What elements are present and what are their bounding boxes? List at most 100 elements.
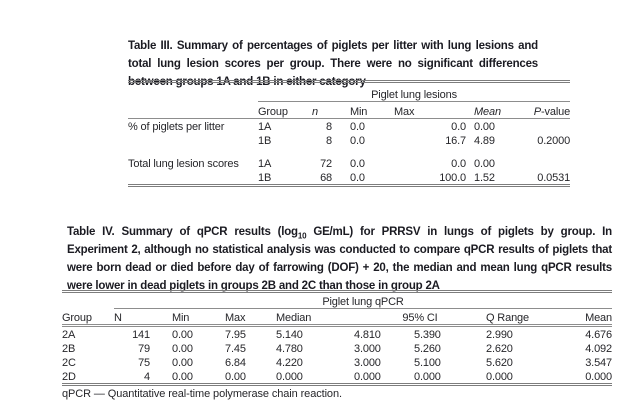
cell-ci-high: 5.100 <box>414 357 441 369</box>
cell-min: 0.00 <box>172 371 193 383</box>
cell-group: 1A <box>258 121 272 133</box>
cell-mean: 1.52 <box>474 172 495 184</box>
cell-n: 68 <box>320 172 332 184</box>
col-header-max: Max <box>212 308 274 327</box>
table3: Piglet lung lesions Group n Min Max Mean… <box>128 80 571 187</box>
cell-max: 7.95 <box>225 329 246 341</box>
cell-q-range: 0.000 <box>486 371 513 383</box>
col-header-group: Group <box>62 308 114 327</box>
cell-min: 0.0 <box>350 121 365 133</box>
cell-p-value <box>522 147 570 170</box>
cell-max: 16.7 <box>445 135 466 147</box>
cell-ci-low: 4.810 <box>354 329 381 341</box>
table4-span-header-row: Piglet lung qPCR <box>62 291 612 309</box>
empty-cell <box>62 292 114 309</box>
cell-p-value <box>522 119 570 134</box>
cell-max: 100.0 <box>439 172 466 184</box>
table-row: 1B 8 0.0 16.7 4.89 0.2000 <box>128 133 570 147</box>
cell-n: 8 <box>326 135 332 147</box>
table3-caption: Table III. Summary of percentages of pig… <box>128 39 538 88</box>
cell-group: 2D <box>62 371 76 383</box>
cell-group: 2B <box>62 343 76 355</box>
table4-column-header-row: Group N Min Max Median 95% CI Q Range Me… <box>62 308 612 327</box>
empty-cell <box>128 101 258 119</box>
table4-caption: Table IV. Summary of qPCR results (log10… <box>67 225 612 292</box>
cell-max: 0.0 <box>451 158 466 170</box>
subscript-10: 10 <box>297 230 307 240</box>
col-header-n: n <box>298 101 332 119</box>
cell-ci-low: 0.000 <box>354 371 381 383</box>
cell-min: 0.0 <box>350 158 365 170</box>
cell-max: 6.84 <box>225 357 246 369</box>
table4-footnote: qPCR — Quantitative real-time polymerase… <box>62 388 342 400</box>
cell-group: 1A <box>258 158 272 170</box>
col-header-group: Group <box>258 101 298 119</box>
cell-q-range: 5.620 <box>486 357 513 369</box>
cell-ci-high: 0.000 <box>414 371 441 383</box>
cell-max: 7.45 <box>225 343 246 355</box>
cell-group: 1B <box>258 135 272 147</box>
col-header-p-value: P-value <box>522 101 571 119</box>
table-row: 1B 68 0.0 100.0 1.52 0.0531 <box>128 170 570 186</box>
table3-span-header-row: Piglet lung lesions <box>128 81 571 102</box>
table-row: 2D 4 0.00 0.00 0.000 0.000 0.000 0.000 0… <box>62 369 612 385</box>
table-row: % of piglets per litter 1A 8 0.0 0.0 0.0… <box>128 119 570 134</box>
cell-group: 2C <box>62 357 76 369</box>
cell-q-range: 2.620 <box>486 343 513 355</box>
col-header-q-range: Q Range <box>486 308 554 327</box>
table3-column-header-row: Group n Min Max Mean P-value <box>128 101 571 119</box>
cell-min: 0.00 <box>172 343 193 355</box>
cell-mean: 0.000 <box>585 371 612 383</box>
cell-row-label: % of piglets per litter <box>128 121 225 133</box>
cell-max: 0.0 <box>451 121 466 133</box>
cell-mean: 0.00 <box>474 158 495 170</box>
cell-p-value: 0.2000 <box>537 135 571 147</box>
cell-n: 4 <box>144 371 150 383</box>
cell-row-label <box>128 133 258 147</box>
cell-min: 0.00 <box>172 357 193 369</box>
table4: Piglet lung qPCR Group N Min Max Median … <box>62 290 612 386</box>
cell-n: 72 <box>320 158 332 170</box>
cell-min: 0.0 <box>350 135 365 147</box>
cell-group: 1B <box>258 172 272 184</box>
cell-group: 2A <box>62 329 76 341</box>
col-header-n: N <box>114 308 150 327</box>
cell-min: 0.0 <box>350 172 365 184</box>
cell-n: 141 <box>132 329 150 341</box>
cell-row-label <box>128 170 258 186</box>
cell-mean: 3.547 <box>585 357 612 369</box>
cell-min: 0.00 <box>172 329 193 341</box>
cell-ci-low: 3.000 <box>354 357 381 369</box>
table-row: 2A 141 0.00 7.95 5.140 4.810 5.390 2.990… <box>62 326 612 341</box>
cell-median: 5.140 <box>276 329 303 341</box>
cell-mean: 4.89 <box>474 135 495 147</box>
cell-row-label: Total lung lesion scores <box>128 158 239 170</box>
cell-n: 79 <box>138 343 150 355</box>
empty-cell <box>128 82 258 102</box>
table-row: 2C 75 0.00 6.84 4.220 3.000 5.100 5.620 … <box>62 355 612 369</box>
table-row: Total lung lesion scores 1A 72 0.0 0.0 0… <box>128 147 570 170</box>
cell-p-value: 0.0531 <box>537 172 571 184</box>
cell-q-range: 2.990 <box>486 329 513 341</box>
col-header-mean: Mean <box>554 308 612 327</box>
cell-mean: 0.00 <box>474 121 495 133</box>
col-header-mean: Mean <box>466 101 522 119</box>
cell-ci-high: 5.390 <box>414 329 441 341</box>
cell-median: 4.220 <box>276 357 303 369</box>
cell-ci-high: 5.260 <box>414 343 441 355</box>
p-value-label-italic-part: Mean <box>474 106 501 118</box>
cell-mean: 4.092 <box>585 343 612 355</box>
cell-median: 0.000 <box>276 371 303 383</box>
col-header-min: Min <box>150 308 212 327</box>
col-header-median: Median <box>274 308 354 327</box>
table-row: 2B 79 0.00 7.45 4.780 3.000 5.260 2.620 … <box>62 341 612 355</box>
col-header-max: Max <box>394 101 466 119</box>
col-header-95-ci: 95% CI <box>354 308 486 327</box>
cell-max: 0.00 <box>225 371 246 383</box>
col-header-min: Min <box>332 101 394 119</box>
cell-ci-low: 3.000 <box>354 343 381 355</box>
cell-n: 8 <box>326 121 332 133</box>
table3-span-header: Piglet lung lesions <box>258 81 571 102</box>
cell-mean: 4.676 <box>585 329 612 341</box>
table4-span-header: Piglet lung qPCR <box>114 291 612 309</box>
